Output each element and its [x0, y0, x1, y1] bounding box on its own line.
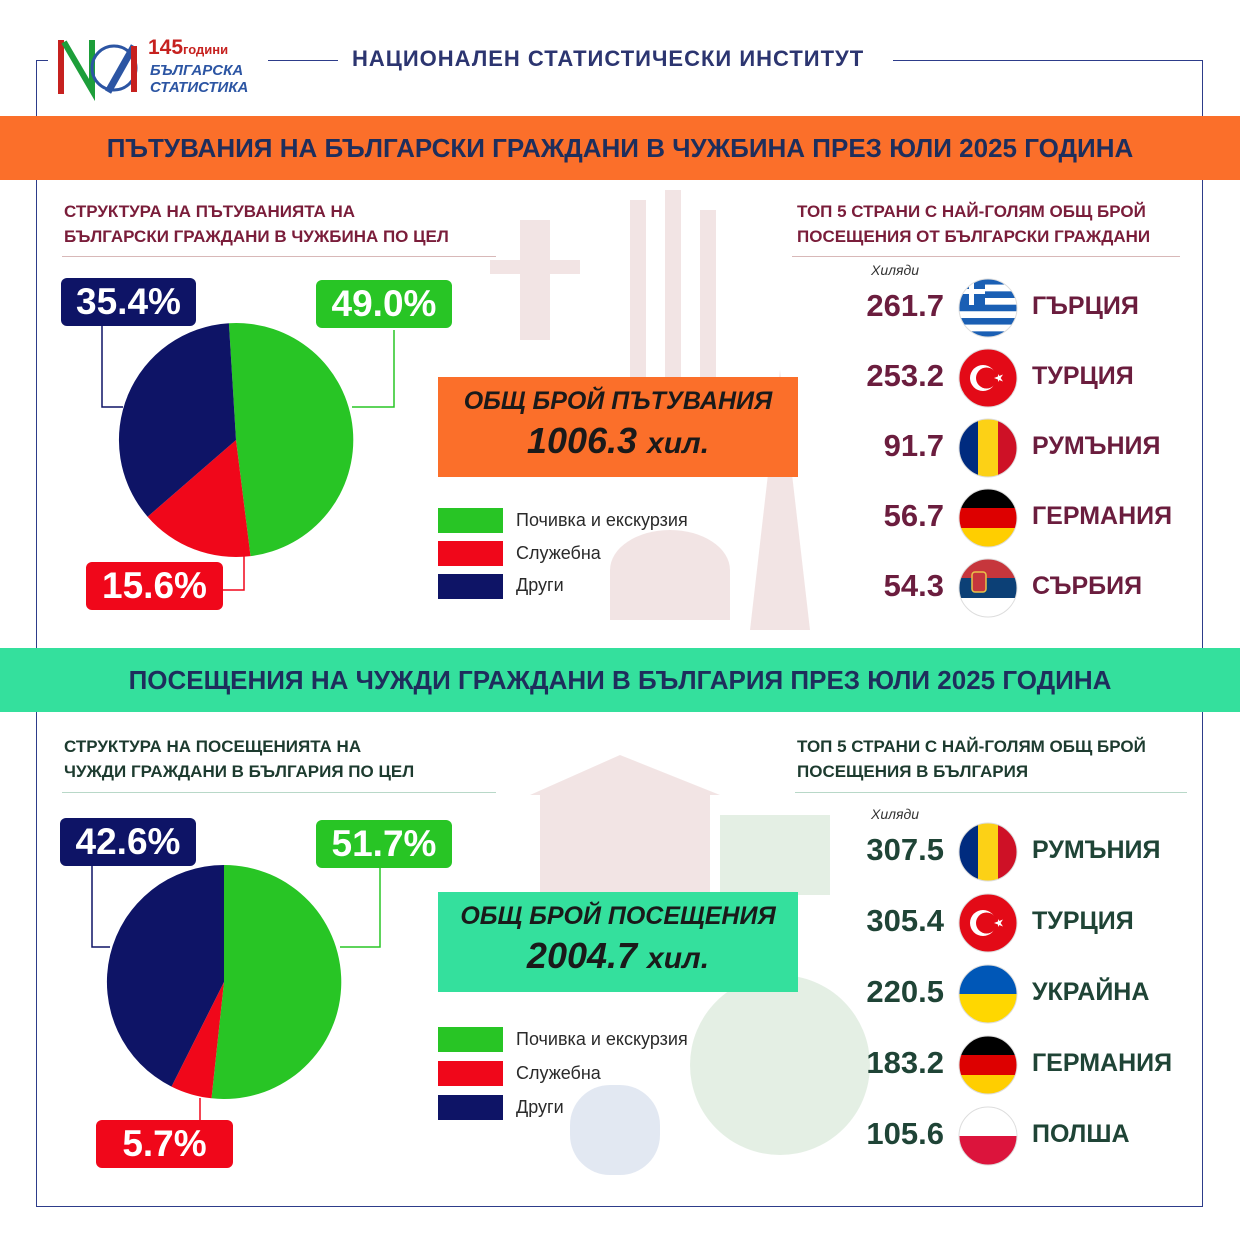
- section1-pie-rule: [62, 256, 496, 257]
- section1-pct-other: 35.4%: [61, 278, 196, 326]
- section1-top-title-l2: ПОСЕЩЕНИЯ ОТ БЪЛГАРСКИ ГРАЖДАНИ: [797, 227, 1151, 246]
- page-frame: [36, 60, 1203, 1207]
- country-value: 56.7: [883, 498, 944, 533]
- country-value: 261.7: [866, 288, 944, 323]
- germany-flag-icon: [958, 1035, 1018, 1095]
- country-value: 91.7: [883, 428, 944, 463]
- section2-total-box: ОБЩ БРОЙ ПОСЕЩЕНИЯ 2004.7 хил.: [438, 892, 798, 992]
- logo-line2: СТАТИСТИКА: [150, 79, 249, 96]
- country-value: 307.5: [866, 832, 944, 867]
- section2-pct-business: 5.7%: [96, 1120, 233, 1168]
- legend-swatch-other: [438, 574, 503, 599]
- country-name: ПОЛША: [1032, 1120, 1130, 1148]
- turkey-flag-icon: [958, 893, 1018, 953]
- section2-pct-other: 42.6%: [60, 818, 196, 866]
- section1-pie-title: СТРУКТУРА НА ПЪТУВАНИЯТА НА БЪЛГАРСКИ ГР…: [64, 199, 449, 249]
- section2-total-value: 2004.7 хил.: [526, 935, 710, 976]
- section2-pie-rule: [62, 792, 496, 793]
- pie2-leader-leisure: [340, 868, 381, 948]
- frame-top-left: [36, 60, 48, 61]
- section2-top-title-l1: ТОП 5 СТРАНИ С НАЙ-ГОЛЯМ ОБЩ БРОЙ: [797, 737, 1146, 756]
- pie2-leader-other: [91, 866, 110, 948]
- logo-years: 145години: [148, 36, 229, 59]
- section2-top-title: ТОП 5 СТРАНИ С НАЙ-ГОЛЯМ ОБЩ БРОЙ ПОСЕЩЕ…: [797, 734, 1146, 784]
- legend2-swatch-business: [438, 1061, 503, 1086]
- pie1-leader-leisure: [352, 330, 395, 408]
- section1-top-title: ТОП 5 СТРАНИ С НАЙ-ГОЛЯМ ОБЩ БРОЙ ПОСЕЩЕ…: [797, 199, 1150, 249]
- country-value: 305.4: [866, 903, 944, 938]
- section1-top-title-l1: ТОП 5 СТРАНИ С НАЙ-ГОЛЯМ ОБЩ БРОЙ: [797, 202, 1146, 221]
- legend-label-business: Служебна: [516, 543, 601, 563]
- section1-unit-label: Хиляди: [871, 262, 920, 278]
- ukraine-flag-icon: [958, 964, 1018, 1024]
- legend2-swatch-leisure: [438, 1027, 503, 1052]
- logo-line1: БЪЛГАРСКА: [150, 62, 244, 79]
- section2-unit-label: Хиляди: [871, 806, 920, 822]
- country-name: СЪРБИЯ: [1032, 572, 1143, 600]
- frame-top-right: [893, 60, 1203, 61]
- section2-pct-leisure: 51.7%: [316, 820, 452, 868]
- turkey-flag-icon: [958, 348, 1018, 408]
- section1-total-value: 1006.3 хил.: [526, 420, 710, 461]
- country-name: ГЪРЦИЯ: [1032, 292, 1139, 320]
- section2-pie-title-l1: СТРУКТУРА НА ПОСЕЩЕНИЯТА НА: [64, 737, 362, 756]
- country-value: 54.3: [883, 568, 944, 603]
- legend2-label-other: Други: [516, 1097, 564, 1117]
- pie2-slice-leisure: [211, 864, 342, 1099]
- legend-swatch-business: [438, 541, 503, 566]
- section1-pct-leisure: 49.0%: [316, 280, 452, 328]
- section2-total-label: ОБЩ БРОЙ ПОСЕЩЕНИЯ: [460, 902, 776, 930]
- section2-banner: ПОСЕЩЕНИЯ НА ЧУЖДИ ГРАЖДАНИ В БЪЛГАРИЯ П…: [0, 648, 1240, 712]
- country-value: 105.6: [866, 1116, 944, 1151]
- country-name: ТУРЦИЯ: [1032, 907, 1134, 935]
- logo-text: БЪЛГАРСКА СТАТИСТИКА: [150, 62, 248, 96]
- country-name: РУМЪНИЯ: [1032, 432, 1161, 460]
- section2-top-rule: [795, 792, 1187, 793]
- country-value: 253.2: [866, 358, 944, 393]
- institute-title: НАЦИОНАЛЕН СТАТИСТИЧЕСКИ ИНСТИТУТ: [352, 46, 865, 71]
- section1-pct-business: 15.6%: [86, 562, 223, 610]
- pie1-slice-business: [147, 440, 251, 558]
- pie2-slice-business: [171, 982, 224, 1099]
- pie1-leader-other: [101, 326, 123, 408]
- greece-flag-icon: [958, 278, 1018, 338]
- pie1-slice-leisure: [228, 322, 354, 557]
- country-value: 220.5: [866, 974, 944, 1009]
- country-name: ГЕРМАНИЯ: [1032, 502, 1173, 530]
- country-name: ГЕРМАНИЯ: [1032, 1049, 1173, 1077]
- legend2-label-business: Служебна: [516, 1063, 601, 1083]
- bulgaria-landmarks-background-icon: [530, 755, 870, 1175]
- legend2-swatch-other: [438, 1095, 503, 1120]
- section1-pie-title-l1: СТРУКТУРА НА ПЪТУВАНИЯТА НА: [64, 202, 356, 221]
- legend-label-leisure: Почивка и екскурзия: [516, 510, 688, 530]
- section1-total-box: ОБЩ БРОЙ ПЪТУВАНИЯ 1006.3 хил.: [438, 377, 798, 477]
- poland-flag-icon: [958, 1106, 1018, 1166]
- legend-swatch-leisure: [438, 508, 503, 533]
- section1-top-rule: [792, 256, 1180, 257]
- section1-pie-title-l2: БЪЛГАРСКИ ГРАЖДАНИ В ЧУЖБИНА ПО ЦЕЛ: [64, 227, 449, 246]
- country-name: УКРАЙНА: [1032, 978, 1150, 1006]
- romania-flag-icon: [958, 418, 1018, 478]
- frame-top-mid: [268, 60, 338, 61]
- section2-pie-title: СТРУКТУРА НА ПОСЕЩЕНИЯТА НА ЧУЖДИ ГРАЖДА…: [64, 734, 414, 784]
- section2-top-title-l2: ПОСЕЩЕНИЯ В БЪЛГАРИЯ: [797, 762, 1029, 781]
- serbia-flag-icon: [958, 558, 1018, 618]
- country-name: РУМЪНИЯ: [1032, 836, 1161, 864]
- romania-flag-icon: [958, 822, 1018, 882]
- section1-total-label: ОБЩ БРОЙ ПЪТУВАНИЯ: [463, 387, 773, 415]
- pie1-slice-other: [118, 323, 236, 517]
- germany-flag-icon: [958, 488, 1018, 548]
- legend2-label-leisure: Почивка и екскурзия: [516, 1029, 688, 1049]
- section1-banner: ПЪТУВАНИЯ НА БЪЛГАРСКИ ГРАЖДАНИ В ЧУЖБИН…: [0, 116, 1240, 180]
- legend-label-other: Други: [516, 575, 564, 595]
- country-value: 183.2: [866, 1045, 944, 1080]
- section2-pie-title-l2: ЧУЖДИ ГРАЖДАНИ В БЪЛГАРИЯ ПО ЦЕЛ: [64, 762, 415, 781]
- pie1-leader-business: [223, 540, 245, 591]
- country-name: ТУРЦИЯ: [1032, 362, 1134, 390]
- nsi-logo-icon: [50, 32, 150, 102]
- pie2-slice-other: [106, 864, 224, 1087]
